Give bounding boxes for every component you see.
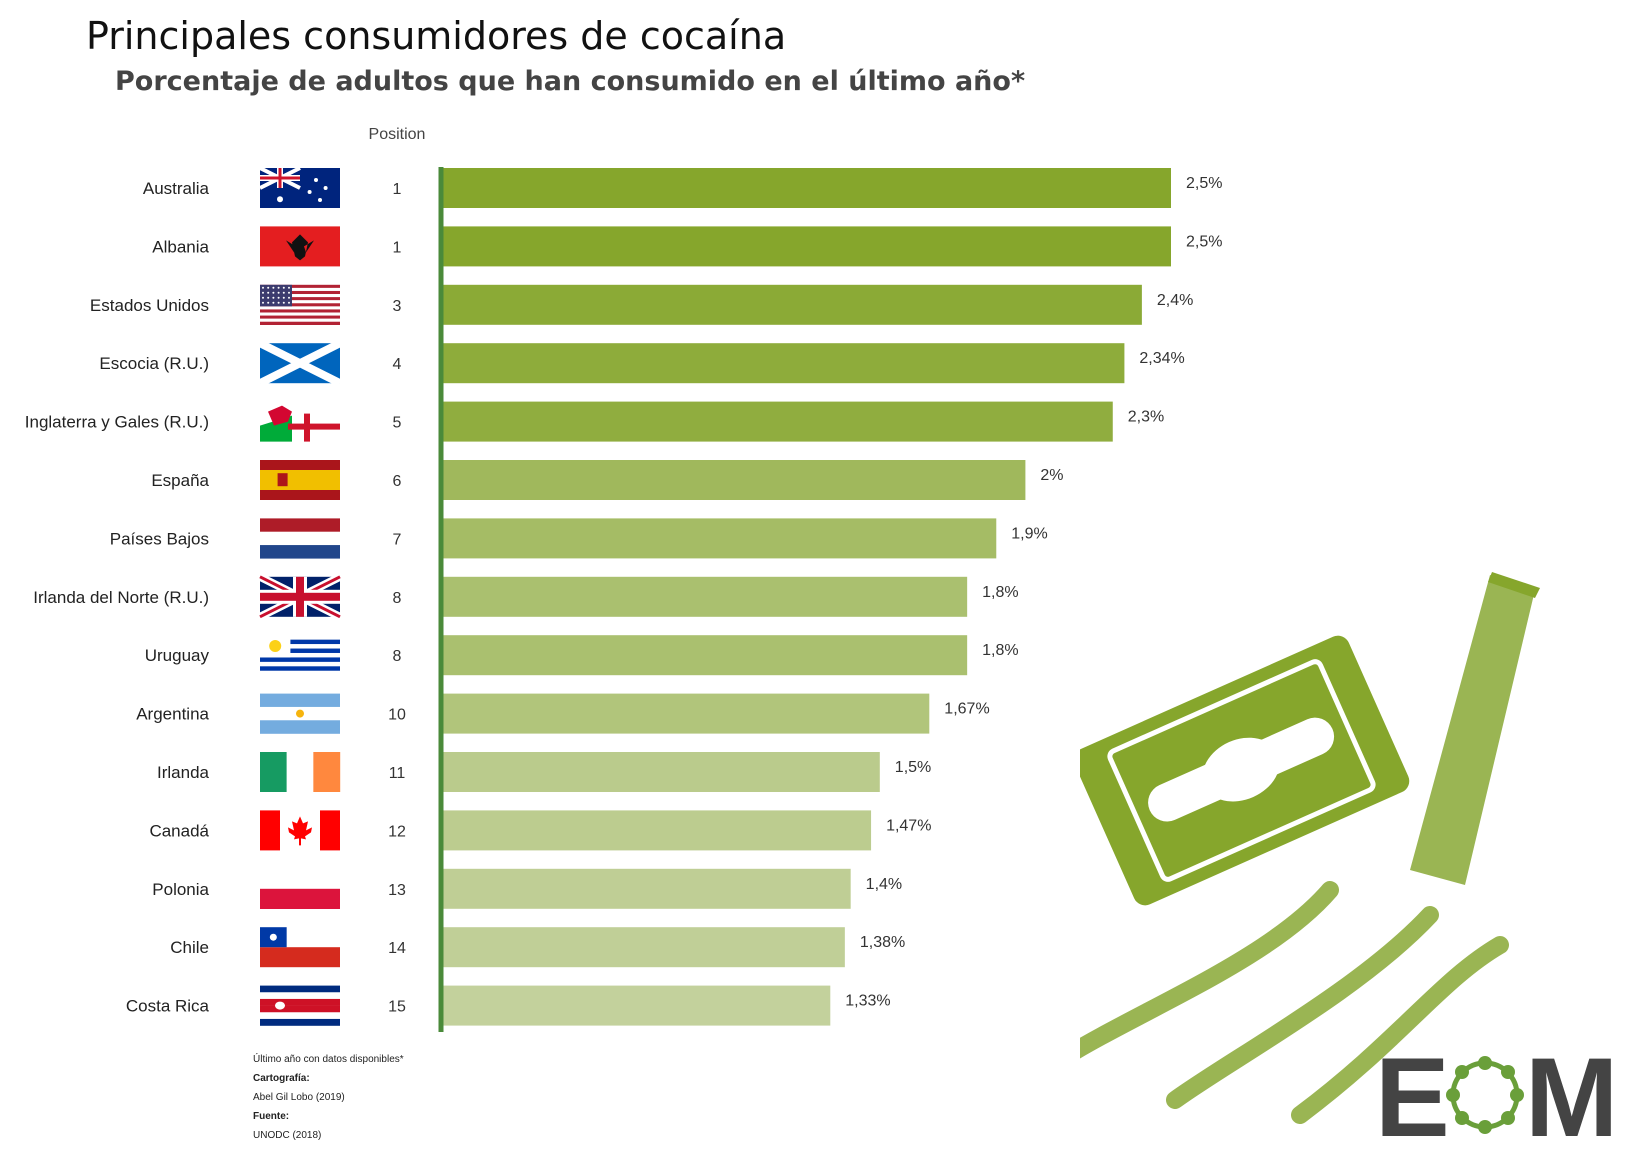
flag-australia-icon [259, 166, 340, 208]
data-label: 1,4% [866, 876, 902, 893]
flag-argentina-icon [260, 693, 340, 734]
flag-uk-icon [258, 573, 342, 621]
category-label: Estados Unidos [90, 296, 209, 315]
position-label: 11 [389, 765, 406, 782]
bar [443, 576, 968, 617]
data-label: 1,8% [982, 584, 1018, 601]
data-label: 2,5% [1186, 175, 1222, 192]
bar [443, 284, 1142, 325]
category-label: Australia [143, 179, 210, 198]
chart-subtitle: Porcentaje de adultos que han consumido … [115, 66, 1026, 97]
position-label: 5 [393, 415, 402, 432]
flag-england-wales-icon [260, 401, 340, 442]
footnotes: Último año con datos disponibles* Cartog… [253, 1050, 404, 1145]
position-label: 3 [393, 298, 402, 315]
footnote-fuente-label: Fuente: [253, 1111, 290, 1122]
bar [443, 985, 831, 1026]
flag-ireland-icon [260, 752, 341, 792]
data-label: 2% [1040, 467, 1063, 484]
chart-title: Principales consumidores de cocaína [86, 14, 787, 58]
data-label: 1,33% [845, 993, 890, 1010]
data-label: 1,47% [886, 817, 931, 834]
bar [443, 226, 1171, 267]
bar [443, 460, 1026, 500]
position-label: 15 [388, 999, 406, 1016]
logo-letter-e: E [1375, 1050, 1450, 1140]
razor-blade-icon [1080, 572, 1540, 1124]
position-label: 8 [393, 648, 402, 665]
data-label: 2,3% [1128, 409, 1164, 426]
bar [443, 518, 997, 559]
data-label: 1,38% [860, 934, 905, 951]
data-label: 1,8% [982, 642, 1018, 659]
eom-logo: E M [1375, 1050, 1618, 1140]
flag-usa-icon [260, 284, 340, 325]
flag-netherlands-icon [260, 518, 340, 559]
category-label: Países Bajos [110, 529, 209, 548]
category-label: Canadá [149, 821, 209, 840]
position-label: 12 [388, 823, 406, 840]
category-label: Chile [170, 938, 209, 957]
footnote-fuente-value: UNODC (2018) [253, 1130, 322, 1141]
flag-uruguay-icon [260, 635, 340, 676]
bar [443, 927, 845, 968]
position-label: 10 [388, 707, 406, 724]
logo-letter-m: M [1525, 1050, 1618, 1140]
category-label: Irlanda del Norte (R.U.) [33, 588, 209, 607]
data-label: 2,5% [1186, 233, 1222, 250]
flag-albania-icon [260, 226, 340, 267]
bar [443, 635, 968, 676]
category-label: Escocia (R.U.) [99, 354, 209, 373]
footnote-cartografia-value: Abel Gil Lobo (2019) [253, 1092, 345, 1103]
flag-scotland-icon [258, 339, 342, 387]
footnote-cartografia-label: Cartografía: [253, 1073, 310, 1084]
bar [443, 168, 1171, 208]
bar [443, 401, 1113, 442]
flag-canada-icon [260, 810, 340, 851]
data-label: 1,9% [1011, 525, 1047, 542]
flag-costa-rica-icon [260, 985, 340, 1026]
bar [443, 752, 880, 792]
position-label: 14 [388, 940, 406, 957]
bar [443, 810, 872, 851]
data-label: 1,5% [895, 759, 931, 776]
position-label: 13 [388, 882, 406, 899]
bar [443, 693, 930, 734]
category-label: Irlanda [157, 763, 210, 782]
bar [443, 868, 851, 909]
data-label: 2,4% [1157, 292, 1193, 309]
position-label: 6 [393, 473, 402, 490]
category-label: Uruguay [145, 646, 210, 665]
category-label: Argentina [136, 705, 209, 724]
data-label: 2,34% [1139, 350, 1184, 367]
category-label: Polonia [152, 880, 209, 899]
position-label: 4 [393, 356, 402, 373]
category-label: Costa Rica [126, 997, 210, 1016]
position-label: 1 [393, 181, 402, 198]
category-label: Albania [152, 237, 209, 256]
bar [443, 343, 1125, 384]
footnote-note: Último año con datos disponibles* [253, 1054, 404, 1065]
flag-spain-icon [260, 460, 340, 500]
logo-ring-icon [1446, 1056, 1524, 1134]
flag-poland-icon [260, 868, 340, 909]
bar-chart: Position Australia 1 2,5% Albania 1 2,5% Estad… [25, 126, 1222, 1032]
position-header: Position [369, 126, 426, 143]
flag-chile-icon [260, 927, 340, 968]
position-label: 8 [393, 590, 402, 607]
position-label: 1 [393, 239, 402, 256]
data-label: 1,67% [944, 701, 989, 718]
position-label: 7 [393, 531, 402, 548]
category-label: Inglaterra y Gales (R.U.) [25, 413, 209, 432]
category-label: España [151, 471, 209, 490]
